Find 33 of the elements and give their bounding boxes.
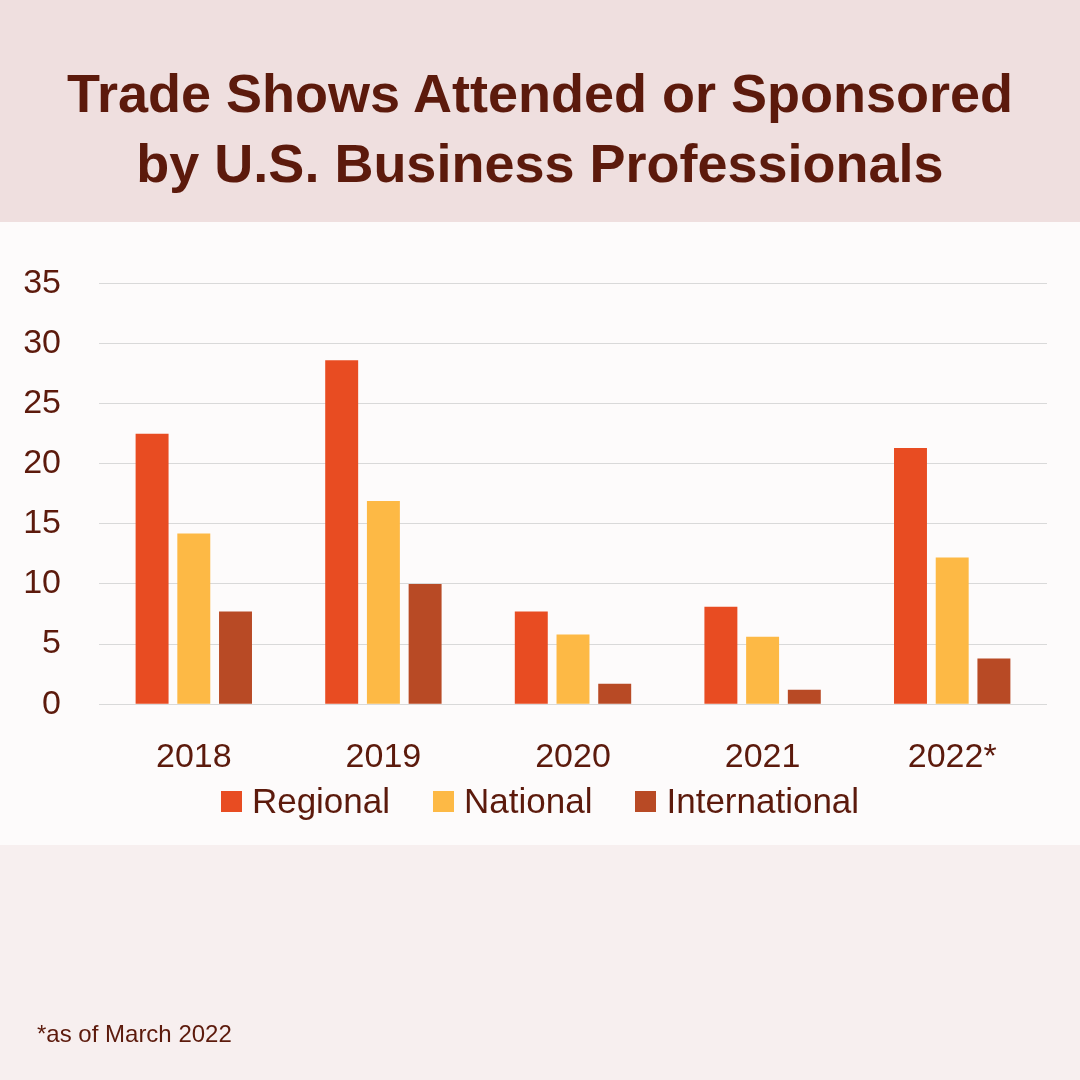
bar — [366, 501, 400, 704]
y-tick-label: 20 — [23, 442, 61, 481]
bar — [177, 533, 211, 704]
bar — [787, 689, 821, 704]
chart-title: Trade Shows Attended or Sponsored by U.S. Business Professionals — [65, 62, 1015, 195]
bar — [977, 658, 1011, 704]
bar — [935, 557, 969, 704]
bar — [514, 611, 548, 704]
bar — [704, 606, 738, 704]
legend-label: National — [464, 781, 593, 821]
bar — [598, 683, 632, 704]
legend-label: Regional — [251, 781, 391, 821]
x-tick-label: 2021 — [724, 735, 801, 774]
y-tick-label: 5 — [42, 622, 61, 661]
legend-label: International — [666, 781, 860, 821]
bar — [219, 611, 252, 704]
x-tick-label: 2022* — [907, 735, 997, 774]
bar — [894, 448, 927, 704]
x-tick-label: 2018 — [155, 735, 232, 774]
y-tick-label: 35 — [23, 261, 61, 300]
y-tick-label: 15 — [23, 502, 61, 541]
y-tick-label: 10 — [23, 562, 61, 601]
y-tick-label: 0 — [42, 682, 61, 721]
text: *as of March 2022 — [37, 1020, 232, 1048]
bar — [325, 360, 359, 704]
x-tick-label: 2020 — [535, 735, 611, 774]
y-tick-label: 25 — [23, 382, 61, 420]
y-tick-label: 30 — [23, 321, 61, 360]
bar — [135, 433, 169, 704]
x-tick-label: 2019 — [345, 735, 422, 774]
bar — [556, 634, 590, 704]
bar — [746, 636, 780, 704]
bar — [408, 583, 442, 704]
